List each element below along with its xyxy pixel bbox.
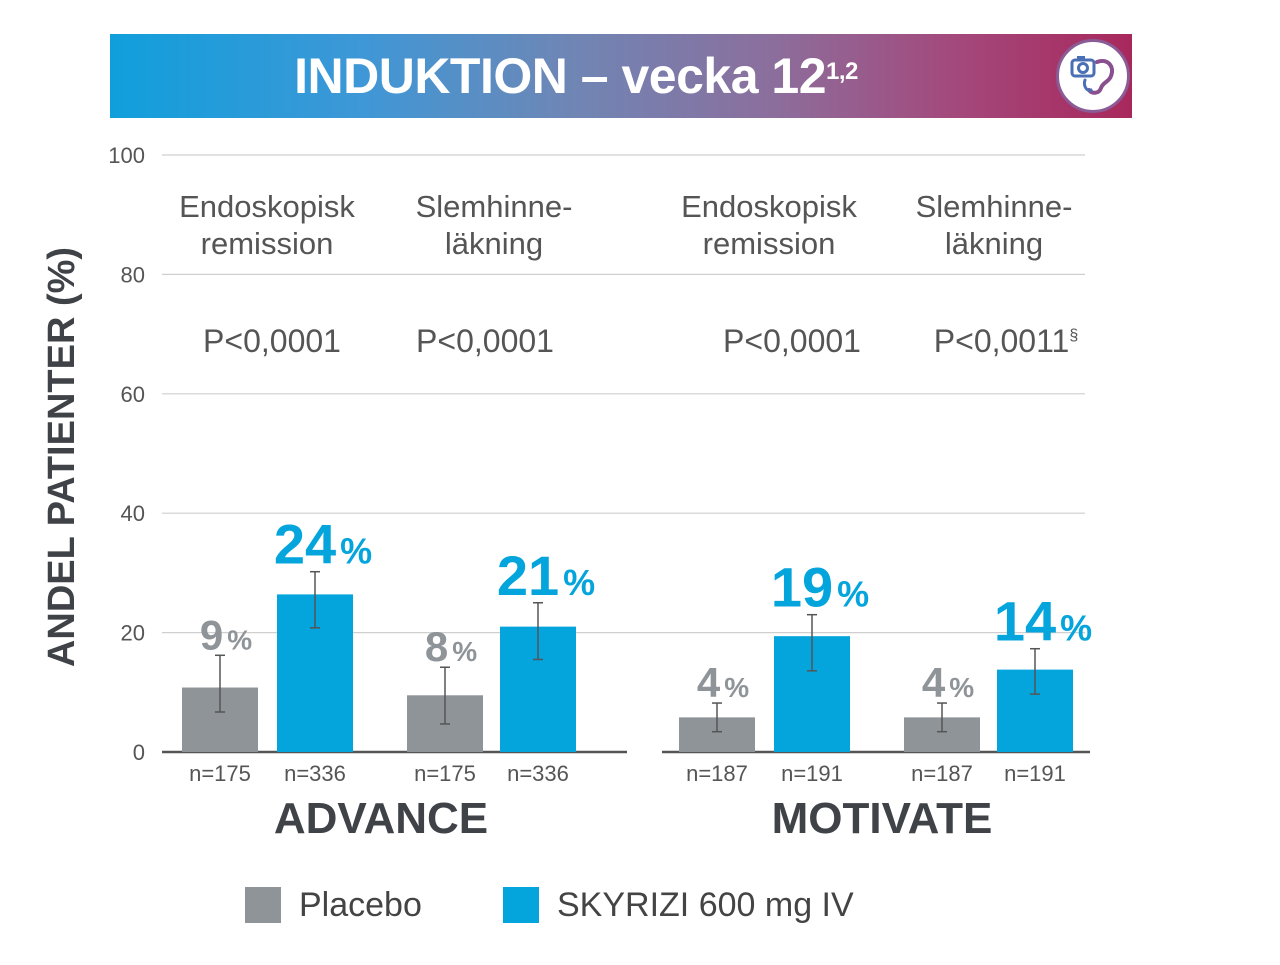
page-title: INDUKTION – vecka 121,2 — [294, 48, 858, 104]
data-label-skyrizi: 14% — [994, 590, 1092, 653]
data-label-skyrizi: 19% — [771, 556, 869, 619]
n-label: n=191 — [781, 761, 843, 786]
p-value-label: P<0,0001 — [416, 323, 554, 359]
n-label: n=175 — [189, 761, 251, 786]
legend-label-placebo: Placebo — [299, 885, 422, 924]
y-tick-label: 0 — [133, 740, 145, 765]
title-reference: 1,2 — [826, 58, 858, 85]
n-label: n=187 — [686, 761, 748, 786]
y-tick-label: 20 — [121, 621, 145, 646]
endpoint-label: remission — [703, 226, 836, 261]
endpoint-label: Slemhinne- — [916, 189, 1073, 224]
endpoint-label: Slemhinne- — [416, 189, 573, 224]
legend-swatch-placebo — [245, 887, 281, 923]
legend-item-placebo: Placebo — [245, 880, 422, 930]
title-banner: INDUKTION – vecka 121,2 — [110, 34, 1132, 118]
study-label: MOTIVATE — [772, 794, 993, 843]
p-value-label: P<0,0001 — [203, 323, 341, 359]
data-label-placebo: 4% — [697, 659, 749, 706]
p-value-label: P<0,0011§ — [934, 323, 1078, 359]
legend-item-skyrizi: SKYRIZI 600 mg IV — [503, 880, 854, 930]
endpoint-label: läkning — [945, 226, 1043, 261]
data-label-skyrizi: 21% — [497, 544, 595, 607]
n-label: n=336 — [284, 761, 346, 786]
data-label-skyrizi: 24% — [274, 513, 372, 576]
data-label-placebo: 8% — [425, 623, 477, 670]
legend-label-skyrizi: SKYRIZI 600 mg IV — [557, 885, 854, 924]
endpoint-label: läkning — [445, 226, 543, 261]
n-label: n=336 — [507, 761, 569, 786]
endpoint-label: Endoskopisk — [179, 189, 355, 224]
y-tick-label: 40 — [121, 501, 145, 526]
data-label-placebo: 4% — [922, 659, 974, 706]
n-label: n=175 — [414, 761, 476, 786]
y-tick-label: 100 — [108, 143, 145, 168]
n-label: n=187 — [911, 761, 973, 786]
data-label-placebo: 9% — [200, 611, 252, 658]
chart-legend: Placebo SKYRIZI 600 mg IV — [245, 880, 945, 930]
bar-chart: 0 20 40 60 80 100 ANDEL PATIENTER (%) ADVANCE En… — [41, 143, 1092, 843]
study-label: ADVANCE — [274, 794, 488, 843]
endpoint-label: remission — [201, 226, 334, 261]
y-tick-label: 80 — [121, 262, 145, 287]
stomach-camera-icon — [1056, 39, 1130, 113]
endpoint-label: Endoskopisk — [681, 189, 857, 224]
y-axis-title: ANDEL PATIENTER (%) — [41, 247, 83, 667]
n-label: n=191 — [1004, 761, 1066, 786]
p-value-label: P<0,0001 — [723, 323, 861, 359]
y-tick-label: 60 — [121, 382, 145, 407]
legend-swatch-skyrizi — [503, 887, 539, 923]
